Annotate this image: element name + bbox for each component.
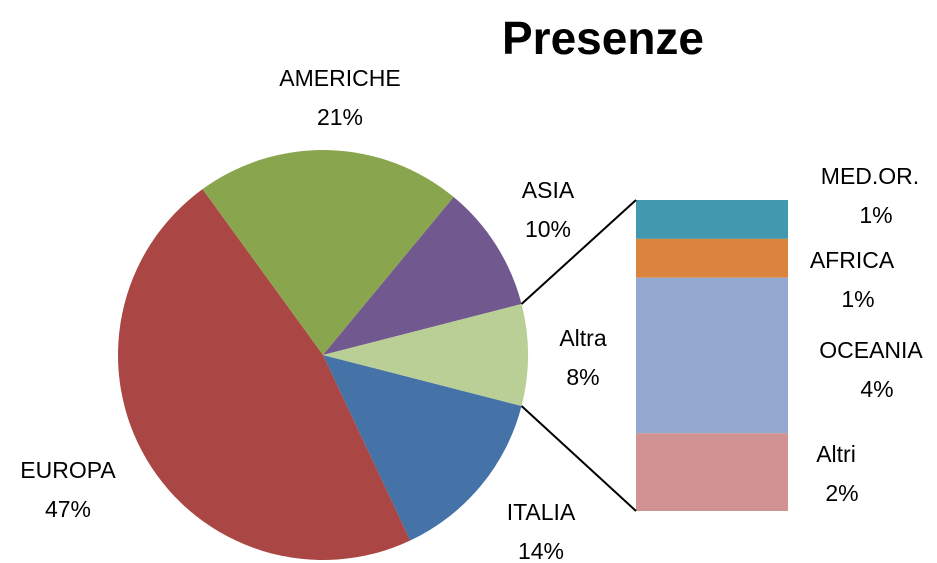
bar-label: OCEANIA <box>819 337 923 363</box>
bar-value-label: 1% <box>859 202 892 228</box>
slice-value-label: 21% <box>317 104 363 130</box>
bar-value-label: 1% <box>841 286 874 312</box>
slice-value-label: 47% <box>45 496 91 522</box>
bar-value-label: 2% <box>825 480 858 506</box>
bar-segment <box>636 238 788 278</box>
bar-segment <box>636 433 788 511</box>
bar-label: MED.OR. <box>821 163 919 189</box>
pie-slice <box>323 197 522 355</box>
connector-line <box>520 405 637 512</box>
slice-label: Altra <box>559 325 607 351</box>
connector-line <box>520 199 637 305</box>
bar-label: Altri <box>816 441 856 467</box>
bar-segment <box>636 277 788 434</box>
slice-label: ITALIA <box>507 499 576 525</box>
slice-label: AMERICHE <box>279 65 400 91</box>
chart-title: Presenze <box>502 12 704 64</box>
bar-label: AFRICA <box>810 247 895 273</box>
slice-value-label: 10% <box>525 216 571 242</box>
slice-label: EUROPA <box>20 457 116 483</box>
pie-slice <box>202 150 454 355</box>
bar-segment <box>636 200 788 239</box>
bar-value-label: 4% <box>860 376 893 402</box>
slice-label: ASIA <box>522 177 575 203</box>
pie-slice <box>323 355 522 541</box>
pie-slice <box>117 189 411 561</box>
pie-slice <box>323 304 528 406</box>
slice-value-label: 8% <box>566 364 599 390</box>
slice-value-label: 14% <box>518 538 564 563</box>
